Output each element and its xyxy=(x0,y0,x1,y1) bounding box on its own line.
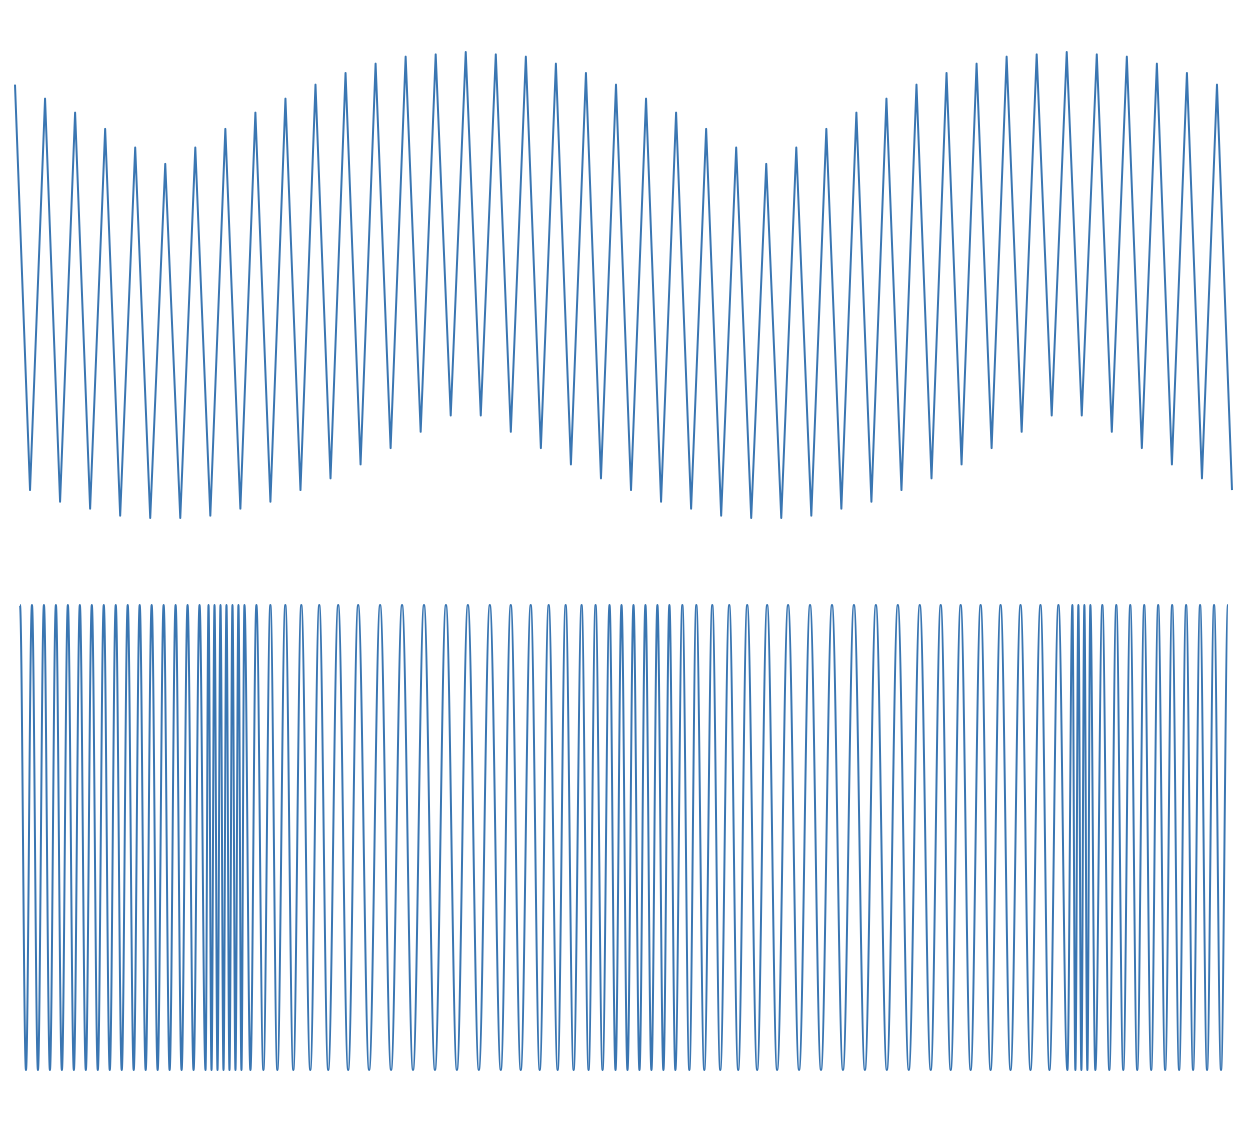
signal-curve xyxy=(18,603,1230,1072)
signal-line xyxy=(14,51,1233,519)
